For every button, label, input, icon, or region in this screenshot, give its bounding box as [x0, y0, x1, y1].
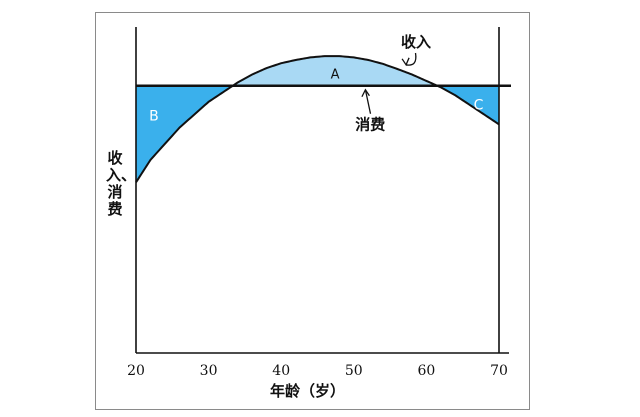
annotation-income-arrowhead — [401, 57, 410, 67]
annotation-consumption-arrow — [364, 89, 372, 114]
chart-figure: 20 30 40 50 60 70 A B C 收入消费 — [95, 12, 530, 410]
x-tick-label: 60 — [417, 363, 435, 379]
annotation-consumption: 消费 — [355, 116, 385, 134]
x-tick-label: 20 — [127, 363, 145, 379]
annotation-consumption-arrowhead — [361, 88, 370, 98]
region-label-a: A — [331, 68, 340, 83]
region-label-c: C — [474, 98, 484, 114]
region-c — [437, 85, 499, 125]
x-axis-label: 年龄（岁） — [270, 382, 346, 400]
region-b — [136, 85, 233, 183]
annotation-income-arrow — [405, 52, 417, 66]
x-tick-label: 70 — [490, 363, 508, 379]
x-tick-label: 30 — [200, 363, 218, 379]
series-line-income — [135, 55, 500, 183]
x-tick-label: 40 — [272, 363, 290, 379]
y-axis-label: 收入、消费 — [106, 149, 137, 218]
annotation-income: 收入 — [401, 33, 431, 51]
x-tick-label: 50 — [345, 363, 363, 379]
region-label-b: B — [149, 109, 159, 125]
